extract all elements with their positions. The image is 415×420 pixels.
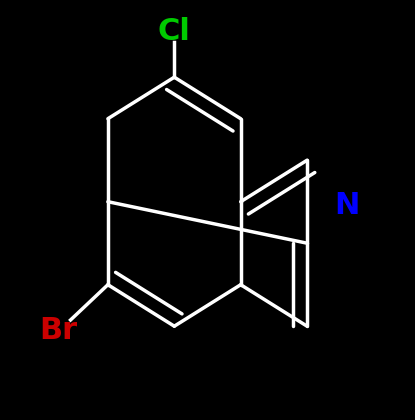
Text: N: N [334, 192, 359, 220]
Text: Cl: Cl [158, 17, 191, 46]
Text: Br: Br [39, 316, 77, 345]
